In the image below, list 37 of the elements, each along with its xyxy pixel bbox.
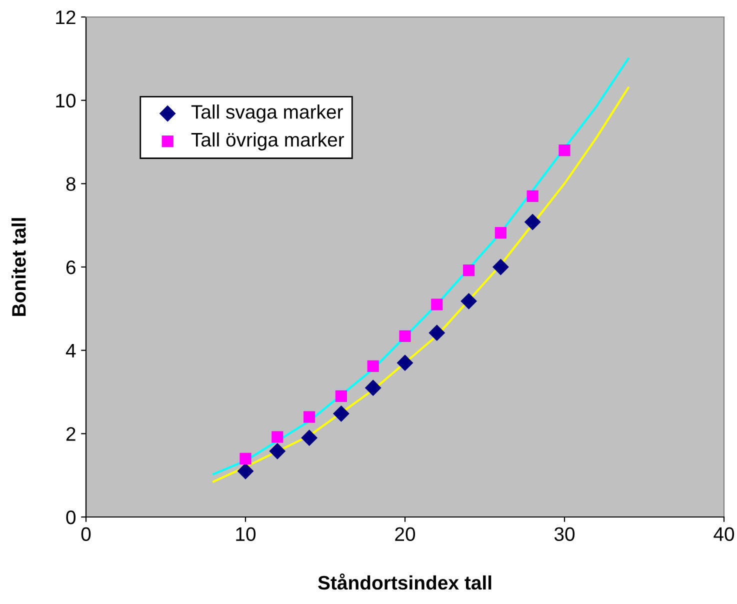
- point: [492, 258, 509, 276]
- point: [332, 405, 350, 422]
- point: [428, 324, 446, 342]
- point: [524, 214, 541, 230]
- y-tick-label: 6: [66, 260, 76, 274]
- y-tick-label: 10: [56, 94, 76, 108]
- point: [303, 411, 316, 423]
- point: [335, 390, 348, 402]
- legend-label: Tall svaga marker: [191, 104, 343, 123]
- point: [399, 330, 411, 342]
- point: [240, 452, 252, 464]
- legend-label: Tall övriga marker: [191, 132, 344, 150]
- x-tick-label: 30: [554, 527, 575, 542]
- point: [558, 144, 570, 156]
- point: [494, 227, 507, 239]
- x-tick-label: 0: [81, 527, 91, 542]
- point: [272, 431, 284, 443]
- y-tick-label: 0: [66, 510, 76, 524]
- y-tick-label: 12: [56, 10, 76, 24]
- point: [367, 360, 379, 372]
- y-axis-title: Bonitet tall: [12, 218, 26, 316]
- x-axis-title: Ståndortsindex tall: [318, 573, 492, 590]
- point: [396, 354, 414, 372]
- point: [526, 190, 538, 202]
- point: [462, 264, 475, 276]
- point: [431, 298, 443, 310]
- point: [301, 430, 318, 446]
- y-tick-label: 4: [66, 344, 76, 358]
- x-tick-label: 10: [236, 527, 256, 542]
- x-tick-label: 40: [714, 527, 734, 542]
- y-tick-label: 8: [66, 177, 76, 191]
- point: [364, 380, 382, 396]
- point: [269, 442, 286, 460]
- y-tick-label: 2: [66, 427, 76, 441]
- point: [460, 292, 478, 310]
- point: [237, 462, 254, 480]
- x-tick-label: 20: [395, 527, 416, 542]
